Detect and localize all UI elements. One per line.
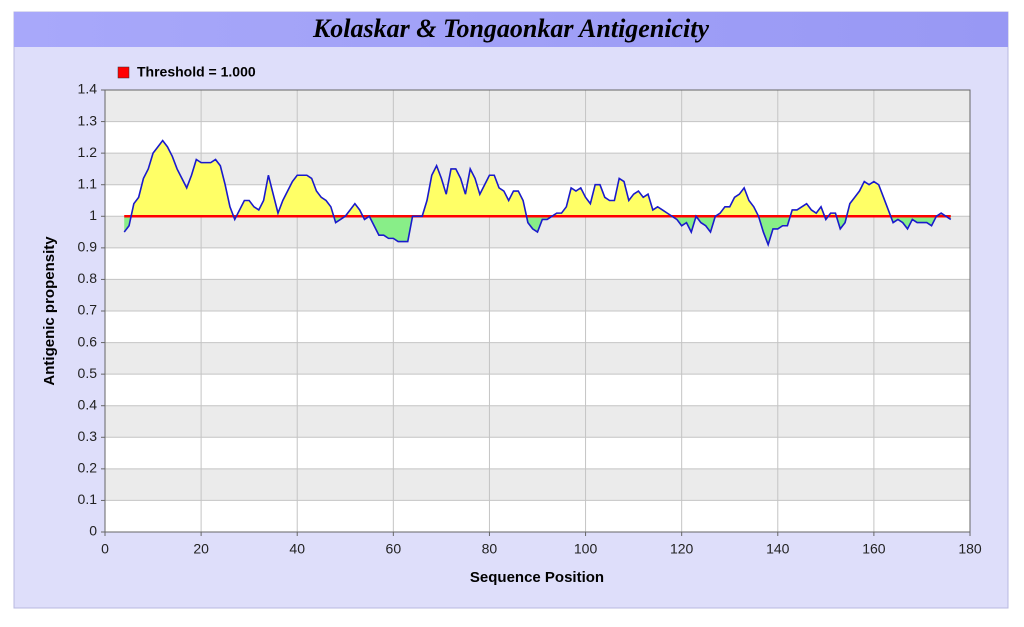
- legend-swatch: [117, 66, 130, 79]
- x-axis-label: Sequence Position: [470, 569, 604, 586]
- legend-label: Threshold = 1.000: [137, 64, 256, 80]
- x-tick-label: 120: [670, 541, 694, 557]
- x-tick-label: 60: [386, 541, 402, 557]
- y-tick-label: 0.1: [78, 491, 98, 507]
- y-tick-label: 0.5: [78, 365, 98, 381]
- x-tick-label: 180: [958, 541, 982, 557]
- title-bar: [14, 12, 1008, 47]
- y-tick-label: 0.7: [78, 302, 98, 318]
- y-tick-label: 0.3: [78, 428, 98, 444]
- y-tick-label: 0.9: [78, 239, 98, 255]
- grid-band: [105, 153, 970, 185]
- y-tick-label: 0.4: [78, 396, 98, 412]
- grid-band: [105, 468, 970, 501]
- x-tick-label: 80: [482, 541, 498, 557]
- x-tick-label: 0: [101, 541, 109, 557]
- grid-band: [105, 342, 970, 375]
- grid-band: [105, 279, 970, 311]
- y-axis-label: Antigenic propensity: [41, 236, 58, 386]
- y-tick-label: 1.2: [78, 144, 98, 160]
- y-tick-label: 0.2: [78, 460, 98, 476]
- y-tick-label: 1.1: [78, 175, 98, 191]
- x-tick-label: 140: [766, 541, 790, 557]
- y-tick-label: 1: [89, 207, 97, 223]
- y-tick-label: 0.6: [78, 333, 98, 349]
- grid-band: [105, 405, 970, 438]
- x-tick-label: 100: [574, 541, 598, 557]
- x-tick-label: 160: [862, 541, 886, 557]
- y-tick-label: 1.3: [78, 112, 98, 128]
- y-tick-label: 1.4: [78, 81, 98, 97]
- area-above: [131, 140, 946, 217]
- x-tick-label: 40: [289, 541, 305, 557]
- x-tick-label: 20: [193, 541, 209, 557]
- chart-title: Kolaskar & Tongaonkar Antigenicity: [312, 14, 710, 43]
- series-line: [123, 139, 952, 248]
- y-tick-label: 0: [89, 523, 97, 539]
- y-tick-label: 0.8: [78, 270, 98, 286]
- grid-band: [105, 90, 970, 122]
